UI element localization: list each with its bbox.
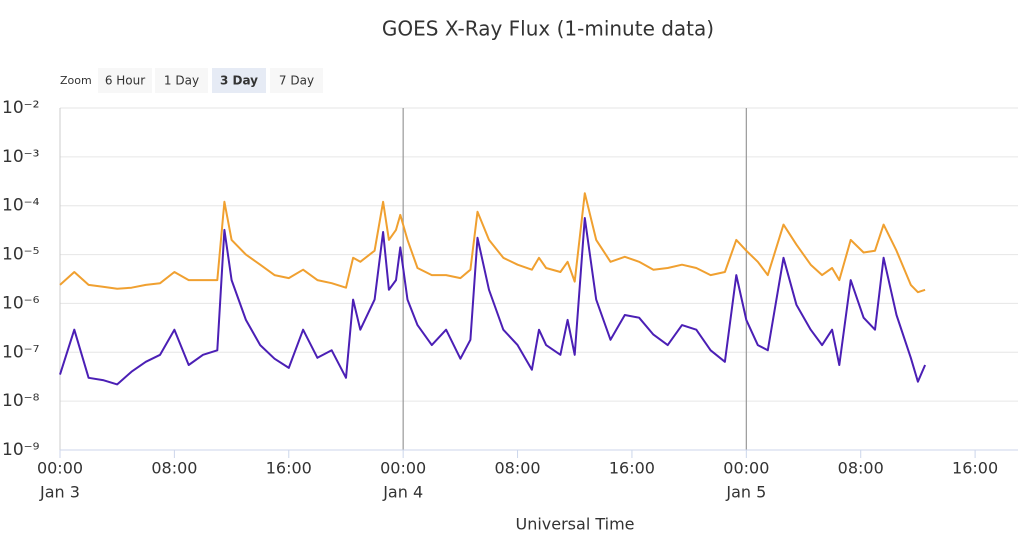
x-tick-label: 00:00: [380, 459, 426, 478]
zoom-button[interactable]: [155, 68, 208, 93]
zoom-button-label[interactable]: 6 Hour: [105, 74, 145, 88]
x-tick-label: 08:00: [151, 459, 197, 478]
zoom-label: Zoom: [60, 74, 92, 87]
x-tick-day-label: Jan 5: [725, 483, 766, 502]
y-tick-label: 10⁻⁸: [2, 391, 40, 411]
chart-title: GOES X-Ray Flux (1-minute data): [382, 17, 714, 41]
x-tick-label: 08:00: [838, 459, 884, 478]
x-tick-label: 08:00: [494, 459, 540, 478]
zoom-button[interactable]: [212, 68, 266, 93]
zoom-button-label[interactable]: 3 Day: [220, 74, 258, 88]
x-tick-day-label: Jan 3: [39, 483, 80, 502]
y-tick-label: 10⁻⁴: [2, 196, 40, 216]
y-tick-label: 10⁻⁷: [2, 342, 40, 362]
zoom-button-label[interactable]: 7 Day: [279, 74, 314, 88]
series-line: [59, 217, 927, 386]
x-tick-label: 16:00: [609, 459, 655, 478]
zoom-button-label[interactable]: 1 Day: [164, 74, 199, 88]
x-tick-label: 16:00: [266, 459, 312, 478]
x-tick-label: 00:00: [723, 459, 769, 478]
y-tick-label: 10⁻⁵: [2, 245, 39, 265]
y-tick-label: 10⁻⁹: [2, 440, 40, 460]
x-tick-label: 00:00: [37, 459, 83, 478]
series-line: [59, 192, 926, 294]
y-tick-label: 10⁻³: [2, 147, 39, 167]
x-axis-title: Universal Time: [515, 515, 634, 534]
zoom-button[interactable]: [98, 68, 152, 93]
zoom-button[interactable]: [270, 68, 323, 93]
x-tick-label: 16:00: [952, 459, 998, 478]
y-tick-label: 10⁻⁶: [2, 293, 40, 313]
y-tick-label: 10⁻²: [2, 98, 39, 118]
x-tick-day-label: Jan 4: [382, 483, 423, 502]
